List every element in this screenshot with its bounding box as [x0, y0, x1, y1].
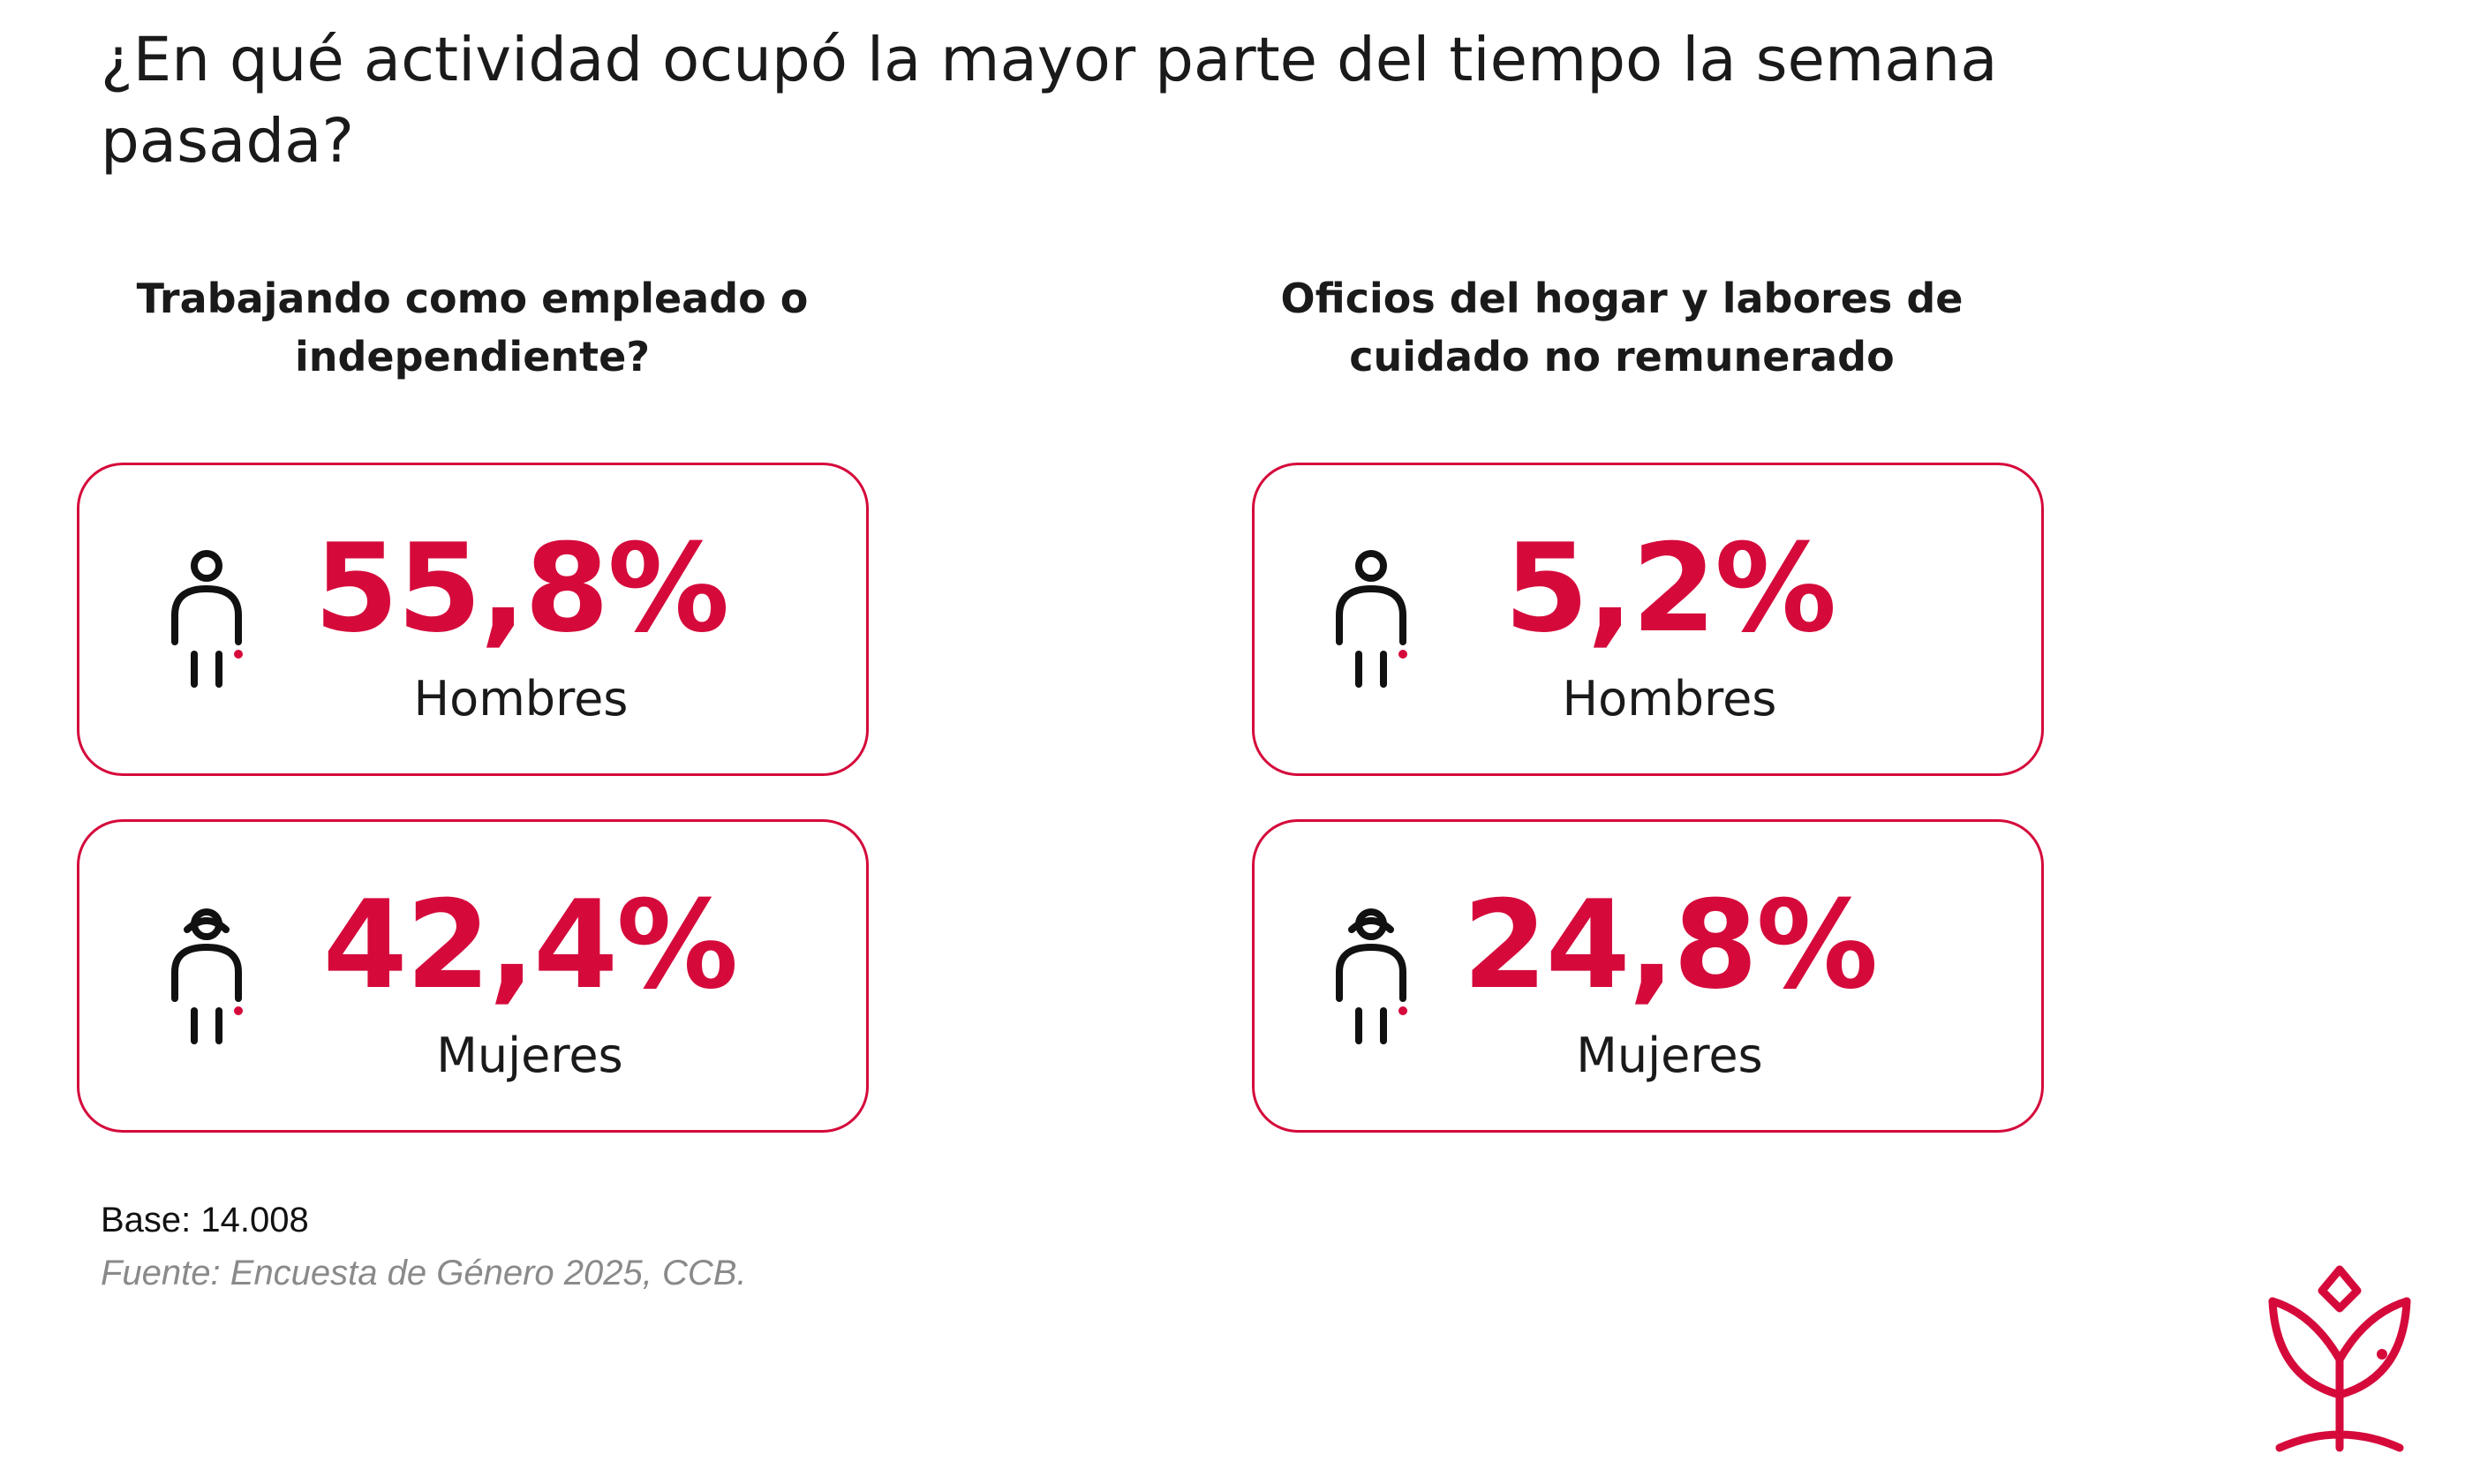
stat-value: 5,2% — [1504, 517, 1837, 659]
man-icon — [1336, 550, 1407, 688]
stat-card-household-men: 5,2% Hombres — [1252, 463, 2044, 776]
stat-label: Mujeres — [1576, 1028, 1763, 1083]
section-heading-household: Oficios del hogar y labores de cuidado n… — [1280, 275, 1964, 380]
stat-value: 24,8% — [1462, 874, 1879, 1016]
stat-label: Hombres — [413, 671, 629, 727]
flower-logo-icon — [2268, 1265, 2411, 1452]
stat-label: Mujeres — [436, 1028, 623, 1083]
stat-value: 55,8% — [313, 517, 730, 659]
source-note: Fuente: Encuesta de Género 2025, CCB. — [101, 1254, 747, 1292]
stat-value: 42,4% — [322, 874, 739, 1016]
page-title: ¿En qué actividad ocupó la mayor parte d… — [101, 25, 1998, 177]
woman-icon — [1336, 908, 1407, 1044]
stat-card-work-women: 42,4% Mujeres — [77, 819, 869, 1133]
section-heading-work: Trabajando como empleado o independiente… — [136, 275, 809, 380]
man-icon — [171, 550, 243, 688]
stat-card-household-women: 24,8% Mujeres — [1252, 819, 2044, 1133]
woman-icon — [171, 908, 243, 1044]
stat-card-work-men: 55,8% Hombres — [77, 463, 869, 776]
base-note: Base: 14.008 — [101, 1201, 309, 1239]
stat-label: Hombres — [1562, 671, 1777, 727]
